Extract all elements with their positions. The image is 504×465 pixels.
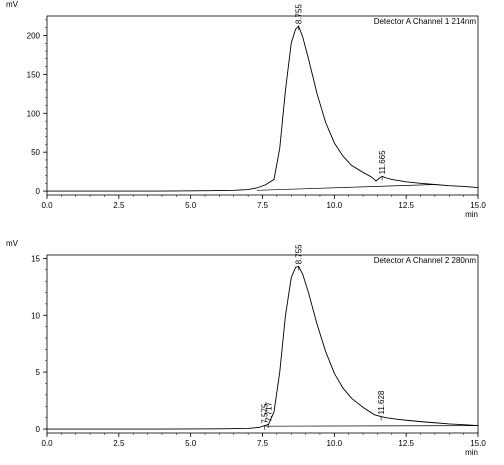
peak-label: 8.755	[295, 244, 304, 265]
baseline-line	[265, 425, 479, 427]
x-tick-label: 7.5	[257, 201, 269, 210]
x-tick-label: 10.0	[327, 439, 343, 448]
y-axis-label: mV	[6, 0, 19, 9]
y-tick-label: 50	[31, 148, 40, 157]
peak-label: 11.665	[378, 150, 387, 174]
chart-title: Detector A Channel 1 214nm	[374, 17, 477, 26]
plot-frame	[46, 15, 479, 196]
y-axis-label: mV	[6, 239, 19, 248]
y-tick-label: 100	[27, 109, 41, 118]
y-tick-label: 15	[31, 254, 40, 263]
peak-label: 11.628	[377, 390, 386, 414]
peak-label: 7.717	[265, 401, 274, 422]
signal-trace	[47, 25, 479, 192]
x-axis-label: min	[465, 210, 478, 219]
x-axis-label: min	[465, 448, 478, 457]
peak-label: 8.755	[295, 4, 304, 25]
peak-label: 7.575	[261, 403, 270, 424]
x-tick-label: 7.5	[257, 439, 269, 448]
x-tick-label: 12.5	[398, 439, 414, 448]
y-tick-label: 0	[36, 187, 41, 196]
x-tick-label: 12.5	[398, 201, 414, 210]
chart-title: Detector A Channel 2 280nm	[374, 256, 477, 265]
chart-channel-2: mV Detector A Channel 2 280nm 0.0 2.5 5.0 7.5…	[6, 239, 486, 457]
x-tick-label: 0.0	[41, 439, 53, 448]
x-tick-label: 0.0	[41, 201, 53, 210]
x-tick-label: 5.0	[185, 439, 197, 448]
x-tick-label: 10.0	[327, 201, 343, 210]
y-tick-label: 200	[27, 31, 41, 40]
y-tick-label: 150	[27, 70, 41, 79]
x-tick-label: 2.5	[113, 439, 125, 448]
x-tick-label: 2.5	[113, 201, 125, 210]
baseline-line	[256, 184, 435, 191]
x-tick-label: 15.0	[470, 439, 486, 448]
y-tick-label: 0	[36, 425, 41, 434]
chart-channel-1: mV Detector A Channel 1 214nm 0.0 2.5 5.0 7.5…	[6, 0, 486, 219]
x-tick-label: 5.0	[185, 201, 197, 210]
signal-trace	[47, 265, 479, 430]
y-tick-label: 10	[31, 311, 40, 320]
x-tick-label: 15.0	[470, 201, 486, 210]
y-tick-label: 5	[36, 368, 41, 377]
